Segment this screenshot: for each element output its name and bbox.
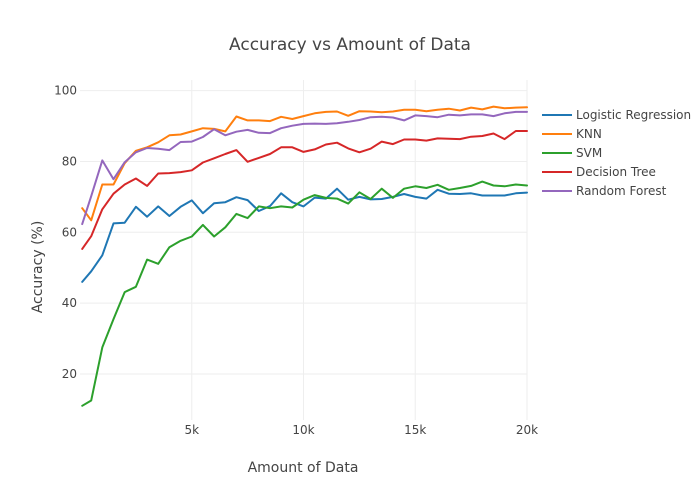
legend-item[interactable]: KNN <box>542 127 602 141</box>
legend-label: KNN <box>576 127 602 141</box>
y-tick-label: 40 <box>62 296 77 310</box>
legend-label: Logistic Regression <box>576 108 691 122</box>
x-tick-label: 15k <box>404 423 426 437</box>
gridlines <box>80 80 528 420</box>
legend-item[interactable]: Decision Tree <box>542 165 656 179</box>
series-line-random-forest <box>81 110 528 226</box>
series-line-decision-tree <box>81 130 528 250</box>
y-tick-label: 60 <box>62 225 77 239</box>
series-line-logistic-regression <box>81 187 528 283</box>
y-tick-label: 100 <box>54 84 77 98</box>
legend: Logistic Regression KNN SVM Decision Tree Ra… <box>542 108 691 198</box>
y-axis-title: Accuracy (%) <box>30 221 46 314</box>
series-line-svm <box>81 180 528 407</box>
series-lines <box>81 105 528 407</box>
x-tick-label: 20k <box>516 423 538 437</box>
series-line-knn <box>81 105 528 222</box>
legend-item[interactable]: SVM <box>542 146 602 160</box>
legend-label: Decision Tree <box>576 165 656 179</box>
x-tick-label: 10k <box>292 423 314 437</box>
legend-item[interactable]: Random Forest <box>542 184 667 198</box>
x-tick-label: 5k <box>184 423 199 437</box>
y-tick-label: 80 <box>62 154 77 168</box>
legend-label: Random Forest <box>576 184 667 198</box>
y-tick-label: 20 <box>62 367 77 381</box>
axes: 20 40 60 80 100 5k 10k 15k 20k <box>54 84 538 437</box>
chart-title: Accuracy vs Amount of Data <box>229 35 471 55</box>
x-axis-title: Amount of Data <box>248 460 359 476</box>
legend-item[interactable]: Logistic Regression <box>542 108 691 122</box>
legend-label: SVM <box>576 146 602 160</box>
